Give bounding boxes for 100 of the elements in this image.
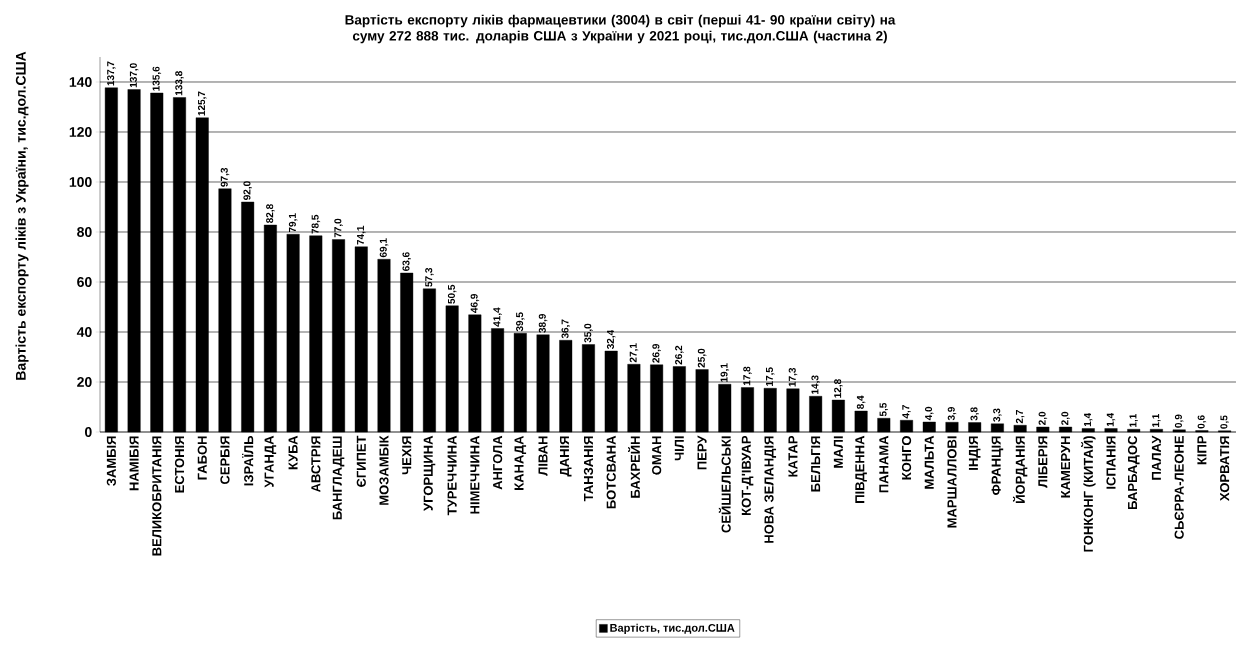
x-tick-label: ФРАНЦІЯ bbox=[991, 436, 1004, 495]
legend-label: Вартість, тис.дол.США bbox=[610, 623, 735, 634]
x-tick-label: ІНДІЯ bbox=[968, 436, 981, 470]
data-label: 46,9 bbox=[470, 293, 480, 313]
data-label: 35,0 bbox=[584, 323, 593, 343]
data-label: 79,1 bbox=[288, 213, 298, 233]
x-tick-label: МАЛІ bbox=[833, 436, 843, 468]
x-tick-label: ПЕРУ bbox=[697, 435, 707, 470]
x-tick-label: МАЛЬТА bbox=[924, 435, 934, 489]
x-tick-label: ДАНІЯ bbox=[559, 436, 572, 477]
x-tick-label: УГАНДА bbox=[264, 435, 277, 488]
data-label: 2,0 bbox=[1061, 411, 1070, 425]
data-label: 32,4 bbox=[606, 329, 616, 350]
data-label: 78,5 bbox=[311, 214, 321, 234]
x-tick-label: ЧІЛІ bbox=[674, 436, 684, 461]
data-label: 1,4 bbox=[1106, 412, 1116, 427]
data-label: 74,1 bbox=[357, 225, 366, 245]
x-tick-label: ЕСТОНІЯ bbox=[174, 436, 185, 493]
x-tick-label: КАТАР bbox=[788, 435, 798, 477]
data-label: 5,5 bbox=[879, 402, 889, 417]
data-label: 17,5 bbox=[766, 367, 775, 386]
x-tick-label: ОМАН bbox=[652, 436, 662, 475]
x-tick-label: НОВА ЗЕЛАНДІЯ bbox=[764, 436, 777, 543]
chart-title: Вартість експорту ліків фармацевтики (3004) в світ (перші 41- 90 країни світу) на суму 272 888 тис. доларів США з України у 2021 році, тис.дол.США (частина 2) bbox=[345, 14, 896, 44]
data-label: 14,3 bbox=[811, 375, 820, 394]
x-tick-label: ПАНАМА bbox=[879, 435, 889, 493]
x-tick-label: ГАБОН bbox=[197, 436, 207, 480]
x-tick-label: АВСТРІЯ bbox=[311, 436, 321, 493]
data-label: 17,8 bbox=[743, 366, 752, 386]
data-label: 57,3 bbox=[425, 267, 434, 287]
data-label: 17,3 bbox=[788, 367, 798, 387]
x-tick-label: БАХРЕЙН bbox=[628, 436, 640, 498]
x-tick-label: ЛІБЕРІЯ bbox=[1038, 436, 1048, 488]
data-label: 12,8 bbox=[834, 379, 843, 398]
x-tick-label: СЬЄРРА-ЛЕОНЕ bbox=[1174, 436, 1184, 539]
data-label: 4,7 bbox=[902, 405, 911, 419]
y-tick-label: 140 bbox=[69, 77, 92, 87]
data-label: 25,0 bbox=[697, 348, 707, 368]
x-tick-label: МАРШАЛЛОВІ bbox=[947, 436, 957, 528]
x-tick-label: ЛІВАН bbox=[538, 436, 548, 476]
y-tick-label: 40 bbox=[76, 327, 92, 337]
data-label: 3,8 bbox=[970, 407, 979, 421]
x-tick-label: ХОРВАТІЯ bbox=[1220, 436, 1230, 501]
x-tick-label: КОТ-Д'ІВУАР bbox=[741, 435, 754, 515]
data-label: 92,0 bbox=[243, 181, 252, 200]
data-label: 0,9 bbox=[1174, 414, 1184, 428]
data-label: 0,5 bbox=[1220, 415, 1229, 429]
data-label: 69,1 bbox=[379, 238, 389, 258]
data-label: 77,0 bbox=[334, 218, 343, 238]
data-label: 0,6 bbox=[1197, 415, 1207, 429]
x-tick-label: КАМЕРУН bbox=[1061, 436, 1071, 498]
data-label: 82,8 bbox=[266, 204, 275, 223]
x-tick-label: ВЕЛИКОБРИТАНІЯ bbox=[152, 436, 162, 556]
data-label: 26,2 bbox=[675, 345, 684, 365]
data-label: 27,1 bbox=[629, 343, 639, 363]
x-tick-label: ТАНЗАНІЯ bbox=[583, 436, 594, 502]
data-label: 19,1 bbox=[720, 363, 730, 382]
data-label: 36,7 bbox=[561, 319, 571, 339]
x-tick-label: ЙОРДАНІЯ bbox=[1012, 436, 1028, 503]
x-tick-label: ГОНКОНГ (КИТАЙ) bbox=[1081, 436, 1096, 552]
y-tick-label: 100 bbox=[69, 177, 92, 187]
data-label: 1,1 bbox=[1152, 413, 1161, 427]
x-tick-label: НІМЕЧЧИНА bbox=[470, 435, 480, 514]
x-tick-label: СЕРБІЯ bbox=[220, 436, 230, 485]
data-label: 3,9 bbox=[947, 407, 957, 421]
y-tick-label: 60 bbox=[77, 277, 92, 287]
data-label: 2,0 bbox=[1038, 411, 1048, 425]
y-tick-label: 80 bbox=[77, 227, 92, 237]
x-tick-label: СЕЙШЕЛЬСЬКІ bbox=[718, 436, 731, 533]
x-tick-label: ІЗРАЇЛЬ bbox=[242, 435, 254, 486]
y-tick-label: 0 bbox=[84, 427, 92, 437]
x-tick-label: УГОРЩИНА bbox=[423, 435, 436, 511]
x-tick-label: КОНГО bbox=[901, 436, 912, 480]
x-tick-label: БОТСВАНА bbox=[606, 435, 616, 509]
data-label: 97,3 bbox=[220, 167, 230, 187]
x-tick-label: БАРБАДОС bbox=[1127, 435, 1140, 510]
data-label: 2,7 bbox=[1015, 410, 1025, 424]
y-tick-label: 120 bbox=[69, 127, 92, 137]
data-label: 3,3 bbox=[993, 408, 1002, 422]
y-axis-title: Вартість експорту ліків з України, тис.дол.США bbox=[15, 51, 29, 380]
x-tick-label: КУБА bbox=[288, 435, 298, 470]
data-label: 38,9 bbox=[538, 313, 548, 333]
data-label: 137,7 bbox=[107, 61, 116, 86]
x-tick-label: КІПР bbox=[1197, 435, 1207, 465]
data-label: 8,4 bbox=[856, 395, 866, 409]
data-label: 39,5 bbox=[516, 312, 525, 332]
data-label: 1,4 bbox=[1084, 412, 1093, 427]
x-tick-label: ЗАМБІЯ bbox=[106, 436, 116, 486]
data-label: 133,8 bbox=[175, 71, 184, 96]
data-label: 135,6 bbox=[152, 66, 162, 91]
x-tick-label: ТУРЕЧЧИНА bbox=[447, 435, 457, 516]
data-label: 63,6 bbox=[402, 252, 411, 271]
x-tick-label: ЄГИПЕТ bbox=[356, 435, 366, 487]
x-tick-label: НАМІБІЯ bbox=[129, 436, 139, 491]
x-tick-label: БЕЛЬГІЯ bbox=[811, 436, 821, 492]
x-tick-label: ПАЛАУ bbox=[1151, 435, 1161, 480]
data-label: 41,4 bbox=[493, 307, 502, 327]
x-tick-label: КАНАДА bbox=[514, 435, 527, 490]
data-label: 4,0 bbox=[924, 406, 934, 421]
x-tick-label: ПІВДЕННА bbox=[855, 435, 867, 503]
